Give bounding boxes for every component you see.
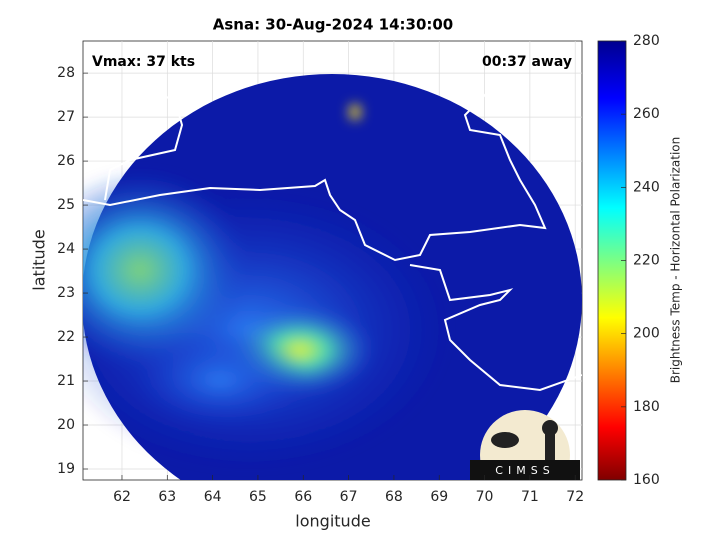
colorbar-tick-label: 160 — [633, 472, 660, 488]
colorbar-label: Brightness Temp - Horizontal Polarizatio… — [669, 137, 683, 384]
x-tick-label: 64 — [204, 489, 222, 505]
y-tick-label: 22 — [57, 329, 75, 345]
colorbar-tick-label: 280 — [633, 33, 660, 49]
x-tick-label: 68 — [385, 489, 403, 505]
y-tick-label: 23 — [57, 285, 75, 301]
colorbar-tick-label: 260 — [633, 106, 660, 122]
y-axis-label: latitude — [30, 229, 49, 290]
logo-text: CIMSS — [495, 464, 554, 477]
coastline — [83, 74, 582, 392]
x-tick-label: 70 — [476, 489, 494, 505]
y-tick-label: 28 — [57, 65, 75, 81]
y-tick-label: 20 — [57, 417, 75, 433]
colorbar-tick-label: 200 — [633, 326, 660, 342]
colorbar-tick-label: 240 — [633, 179, 660, 195]
time-away-label: 00:37 away — [482, 54, 572, 70]
x-tick-label: 65 — [249, 489, 267, 505]
x-tick-label: 62 — [113, 489, 131, 505]
chart-title: Asna: 30-Aug-2024 14:30:00 — [213, 16, 454, 34]
cimss-logo: CIMSS — [470, 410, 580, 480]
cloud-band — [130, 330, 310, 430]
y-tick-label: 24 — [57, 241, 75, 257]
colorbar-tick-label: 180 — [633, 399, 660, 415]
satellite-swath: CIMSS — [83, 74, 582, 480]
y-tick-label: 19 — [57, 461, 75, 477]
colorbar-tick-label: 220 — [633, 253, 660, 269]
y-tick-label: 27 — [57, 109, 75, 125]
vmax-label: Vmax: 37 kts — [92, 54, 195, 70]
x-tick-label: 67 — [340, 489, 358, 505]
hot-spot — [349, 104, 361, 120]
x-tick-label: 72 — [566, 489, 584, 505]
cloud-band — [83, 170, 250, 370]
y-tick-label: 25 — [57, 197, 75, 213]
x-tick-label: 66 — [294, 489, 312, 505]
y-tick-label: 26 — [57, 153, 75, 169]
x-tick-label: 69 — [430, 489, 448, 505]
x-axis-label: longitude — [295, 512, 370, 531]
x-tick-label: 71 — [521, 489, 539, 505]
x-tick-label: 63 — [158, 489, 176, 505]
y-tick-label: 21 — [57, 373, 75, 389]
